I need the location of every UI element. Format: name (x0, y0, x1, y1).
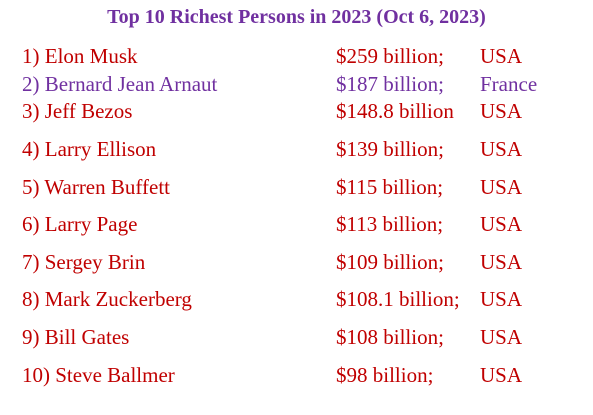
row-worth: $259 billion; (336, 44, 444, 68)
row-country: USA (480, 137, 523, 161)
row-worth: $187 billion; (336, 72, 444, 96)
row-worth: $139 billion; (336, 137, 444, 161)
row-country: USA (480, 44, 523, 68)
row-worth: $113 billion; (336, 212, 444, 236)
row-name: 6) Larry Page (22, 212, 138, 236)
row-worth: $115 billion; (336, 175, 444, 199)
row-name: 5) Warren Buffett (22, 175, 170, 199)
row-name: 10) Steve Ballmer (22, 363, 175, 387)
row-name: 9) Bill Gates (22, 325, 130, 349)
row-country: USA (480, 250, 523, 274)
row-name: 2) Bernard Jean Arnaut (22, 72, 218, 96)
row-country: USA (480, 325, 523, 349)
row-worth: $109 billion; (336, 250, 444, 274)
row-name: 8) Mark Zuckerberg (22, 287, 192, 311)
row-worth: $148.8 billion (336, 99, 454, 123)
row-worth: $108 billion; (336, 325, 444, 349)
row-country: USA (480, 287, 523, 311)
row-country: USA (480, 212, 523, 236)
row-name: 7) Sergey Brin (22, 250, 146, 274)
row-country: France (480, 72, 538, 96)
row-country: USA (480, 363, 523, 387)
row-worth: $108.1 billion; (336, 287, 460, 311)
row-name: 1) Elon Musk (22, 44, 138, 68)
row-name: 3) Jeff Bezos (22, 99, 133, 123)
title: Top 10 Richest Persons in 2023 (Oct 6, 2… (107, 6, 486, 28)
row-country: USA (480, 99, 523, 123)
row-country: USA (480, 175, 523, 199)
row-worth: $98 billion; (336, 363, 434, 387)
row-name: 4) Larry Ellison (22, 137, 157, 161)
